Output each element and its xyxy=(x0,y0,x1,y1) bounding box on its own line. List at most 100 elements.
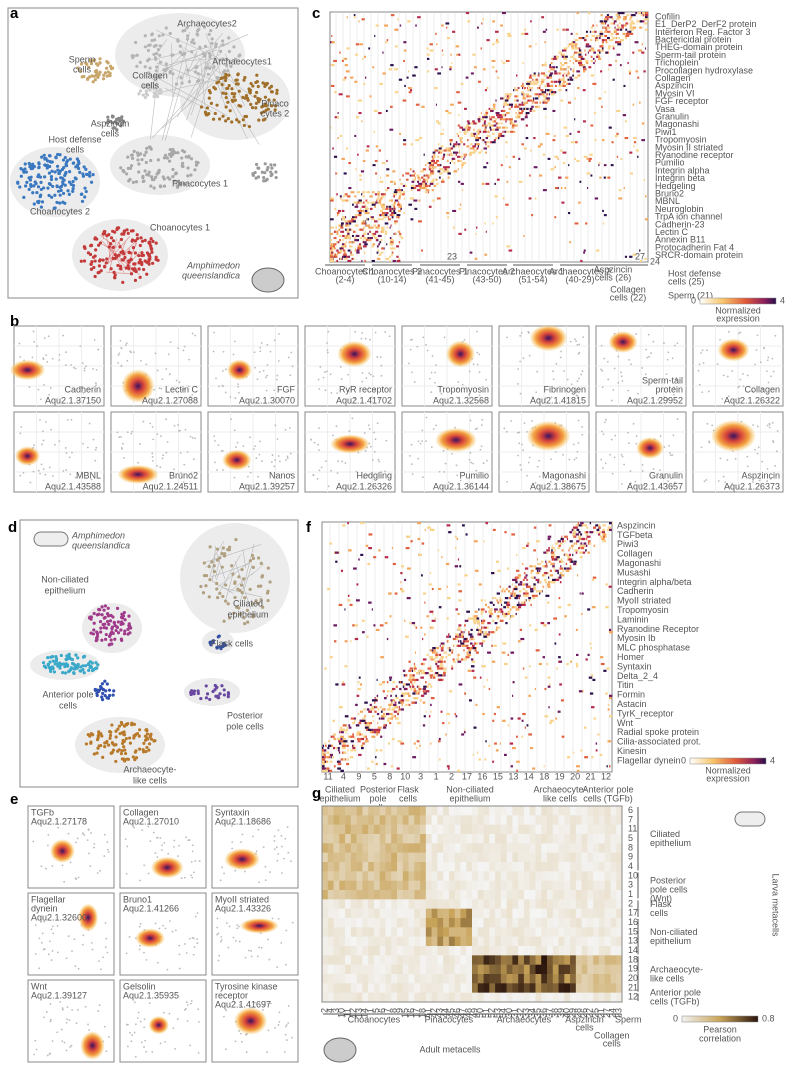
heatmap-cell xyxy=(499,585,501,588)
heatmap-cell xyxy=(513,89,515,92)
cluster-label: Choanocytes 1 xyxy=(150,222,210,232)
heatmap-cell xyxy=(495,112,500,115)
heatmap-cell xyxy=(576,540,580,543)
heatmap-cell xyxy=(589,30,592,33)
heatmap-cell xyxy=(587,653,590,657)
heatmap-cell xyxy=(578,62,583,65)
heatmap-cell xyxy=(542,189,547,192)
cell-dot xyxy=(468,394,471,397)
heatmap-cell xyxy=(475,134,478,138)
heatmap-cell xyxy=(590,174,593,177)
heatmap-cell xyxy=(423,692,427,695)
heatmap-cell xyxy=(344,640,348,643)
cell-dot xyxy=(138,275,142,279)
cell-dot xyxy=(80,75,84,79)
cell-dot xyxy=(629,470,632,472)
heatmap-cell xyxy=(429,649,432,652)
cell-dot xyxy=(148,88,152,92)
cell-dot xyxy=(222,350,225,353)
heatmap-cell xyxy=(455,635,458,638)
heatmap-cell xyxy=(463,143,466,146)
cell-dot xyxy=(413,381,416,383)
heatmap-cell xyxy=(413,199,418,202)
cell-dot xyxy=(582,336,585,338)
heatmap-cell xyxy=(342,524,346,527)
cell-dot xyxy=(135,53,139,57)
heatmap-cell xyxy=(404,619,406,622)
cell-dot xyxy=(172,179,176,183)
heatmap-cell xyxy=(389,676,393,679)
cell-dot xyxy=(31,191,35,195)
cell-dot xyxy=(42,153,46,157)
heatmap-cell xyxy=(458,626,461,629)
cell-dot xyxy=(154,352,157,355)
cell-dot xyxy=(108,642,112,646)
heatmap-cell xyxy=(511,694,514,697)
heatmap-cell xyxy=(360,522,362,525)
cell-dot xyxy=(212,569,217,574)
cell-dot xyxy=(581,433,584,436)
heatmap-cell xyxy=(447,216,450,219)
cell-dot xyxy=(18,342,21,345)
cell-dot xyxy=(152,52,156,57)
heatmap-cell xyxy=(596,528,600,532)
heatmap-cell xyxy=(336,116,339,119)
heatmap-cell xyxy=(407,535,411,538)
cell-dot xyxy=(157,75,161,79)
cell-dot xyxy=(178,50,182,54)
heatmap-cell xyxy=(400,587,403,591)
heatmap-cell xyxy=(434,660,438,663)
heatmap-cell xyxy=(417,692,420,695)
heatmap-cell xyxy=(635,149,639,152)
heatmap-cell xyxy=(421,105,425,108)
cell-dot xyxy=(93,274,97,279)
heatmap-cell xyxy=(499,118,502,121)
heatmap-cell xyxy=(440,662,443,666)
heatmap-cell xyxy=(592,678,596,682)
heatmap-cell xyxy=(482,18,485,21)
heatmap-cell xyxy=(396,245,400,248)
cell-dot xyxy=(176,39,180,43)
cell-dot xyxy=(140,262,144,267)
cell-dot xyxy=(374,331,377,334)
heatmap-cell xyxy=(496,560,499,563)
heatmap-cell xyxy=(475,651,479,654)
heatmap-cell xyxy=(356,201,361,204)
group-label: Pinacocytes 2 xyxy=(459,266,515,276)
heatmap-cell xyxy=(481,626,484,629)
cell-dot xyxy=(209,28,213,33)
cell-dot xyxy=(76,656,80,660)
cell-dot xyxy=(93,688,98,692)
cell-dot xyxy=(120,347,123,349)
cell-dot xyxy=(108,733,113,738)
heatmap-cell xyxy=(373,556,377,559)
heatmap-cell xyxy=(470,122,474,125)
heatmap-cell xyxy=(447,176,450,179)
heatmap-cell xyxy=(489,126,492,129)
heatmap-cell xyxy=(568,164,570,167)
heatmap-cell xyxy=(470,665,475,668)
cell-dot xyxy=(260,170,264,174)
heatmap-cell xyxy=(626,14,629,17)
heatmap-cell xyxy=(583,249,586,252)
heatmap-cell xyxy=(395,45,398,48)
heatmap-cell xyxy=(505,155,508,158)
cell-dot xyxy=(94,448,97,451)
cell-dot xyxy=(90,260,94,264)
heatmap-cell xyxy=(631,22,636,25)
heatmap-cell xyxy=(437,549,440,552)
heatmap-cell xyxy=(612,47,615,50)
heatmap-cell xyxy=(525,137,529,140)
heatmap-cell xyxy=(460,642,465,645)
cell-dot xyxy=(135,151,140,155)
heatmap-cell xyxy=(431,189,434,192)
cell-dot xyxy=(273,339,276,342)
heatmap-cell xyxy=(485,112,489,115)
cell-dot xyxy=(370,396,373,399)
heatmap-cell xyxy=(361,522,365,525)
cell-dot xyxy=(79,62,84,66)
cell-dot xyxy=(118,119,122,123)
heatmap-cell xyxy=(454,535,457,538)
cell-dot xyxy=(99,626,103,630)
heatmap-cell xyxy=(608,64,612,67)
